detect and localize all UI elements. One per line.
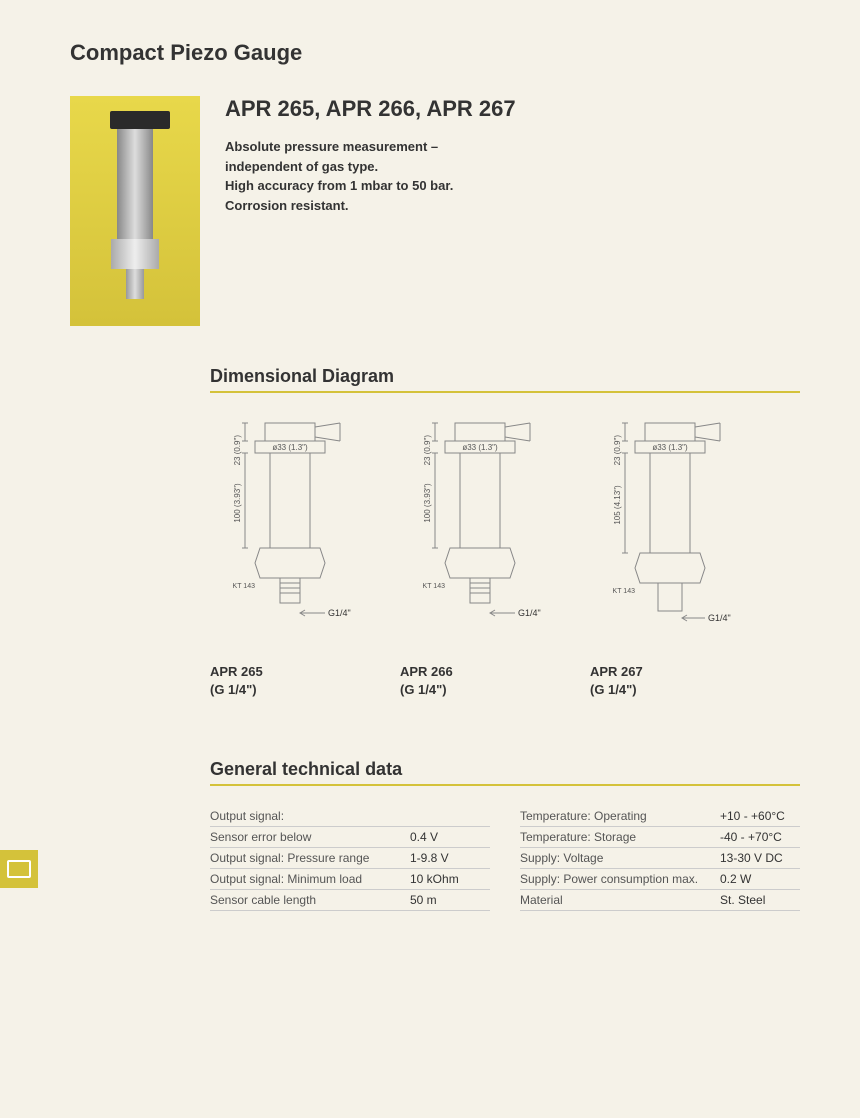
label-thread-1: (G 1/4") xyxy=(400,681,560,699)
svg-text:G1/4": G1/4" xyxy=(518,608,541,618)
product-photo xyxy=(70,96,200,326)
tech-key: Temperature: Operating xyxy=(520,809,720,823)
svg-text:105 (4.13"): 105 (4.13") xyxy=(613,485,622,525)
svg-text:23 (0.9"): 23 (0.9") xyxy=(613,435,622,466)
page-title: Compact Piezo Gauge xyxy=(70,40,800,66)
diagrams-row: ø33 (1.3") 23 (0.9") 100 (3.93") KT 143 … xyxy=(210,413,800,653)
tech-row: Output signal: xyxy=(210,806,490,827)
tech-value: -40 - +70°C xyxy=(720,830,800,844)
svg-text:100 (3.93"): 100 (3.93") xyxy=(423,483,432,523)
svg-text:100 (3.93"): 100 (3.93") xyxy=(233,483,242,523)
tech-row: Temperature: Storage-40 - +70°C xyxy=(520,827,800,848)
svg-text:ø33 (1.3"): ø33 (1.3") xyxy=(652,443,688,452)
svg-text:KT 143: KT 143 xyxy=(233,583,256,590)
diagram-label-1: APR 266 (G 1/4") xyxy=(400,663,560,699)
hero-desc-3: High accuracy from 1 mbar to 50 bar. xyxy=(225,176,516,196)
model-heading: APR 265, APR 266, APR 267 xyxy=(225,96,516,122)
tech-row: Output signal: Minimum load10 kOhm xyxy=(210,869,490,890)
hero-desc-4: Corrosion resistant. xyxy=(225,196,516,216)
hero-section: APR 265, APR 266, APR 267 Absolute press… xyxy=(70,96,800,326)
tech-key: Output signal: Minimum load xyxy=(210,872,410,886)
tech-value xyxy=(410,809,490,823)
label-model-0: APR 265 xyxy=(210,663,370,681)
tech-value: St. Steel xyxy=(720,893,800,907)
svg-text:23 (0.9"): 23 (0.9") xyxy=(423,435,432,466)
tech-value: 10 kOhm xyxy=(410,872,490,886)
tech-row: Temperature: Operating+10 - +60°C xyxy=(520,806,800,827)
tech-key: Output signal: Pressure range xyxy=(210,851,410,865)
tech-value: 1-9.8 V xyxy=(410,851,490,865)
dimensional-heading: Dimensional Diagram xyxy=(210,366,800,393)
diagram-apr266: ø33 (1.3") 23 (0.9") 100 (3.93") KT 143 … xyxy=(400,413,560,653)
svg-text:G1/4": G1/4" xyxy=(328,608,351,618)
svg-text:G1/4": G1/4" xyxy=(708,613,731,623)
svg-text:ø33 (1.3"): ø33 (1.3") xyxy=(462,443,498,452)
tech-key: Material xyxy=(520,893,720,907)
label-model-2: APR 267 xyxy=(590,663,750,681)
tech-key: Sensor error below xyxy=(210,830,410,844)
tech-section: General technical data Output signal: Sen… xyxy=(210,759,800,911)
svg-text:ø33 (1.3"): ø33 (1.3") xyxy=(272,443,308,452)
tech-heading: General technical data xyxy=(210,759,800,786)
tech-row: Supply: Power consumption max.0.2 W xyxy=(520,869,800,890)
tech-row: Supply: Voltage13-30 V DC xyxy=(520,848,800,869)
tech-key: Supply: Voltage xyxy=(520,851,720,865)
tech-row: MaterialSt. Steel xyxy=(520,890,800,911)
tech-row: Sensor error below0.4 V xyxy=(210,827,490,848)
tech-key: Output signal: xyxy=(210,809,410,823)
diagram-apr265: ø33 (1.3") 23 (0.9") 100 (3.93") KT 143 … xyxy=(210,413,370,653)
hero-text: APR 265, APR 266, APR 267 Absolute press… xyxy=(225,96,516,326)
tech-value: 50 m xyxy=(410,893,490,907)
tech-table-left: Output signal:Sensor error below0.4 VOut… xyxy=(210,806,490,911)
diagram-labels-row: APR 265 (G 1/4") APR 266 (G 1/4") APR 26… xyxy=(210,663,800,699)
diagram-apr267: ø33 (1.3") 23 (0.9") 105 (4.13") KT 143 … xyxy=(590,413,750,653)
svg-text:KT 143: KT 143 xyxy=(613,588,636,595)
svg-text:23 (0.9"): 23 (0.9") xyxy=(233,435,242,466)
tech-row: Sensor cable length50 m xyxy=(210,890,490,911)
tech-key: Supply: Power consumption max. xyxy=(520,872,720,886)
tech-table-right: Temperature: Operating+10 - +60°CTempera… xyxy=(520,806,800,911)
tech-value: 0.4 V xyxy=(410,830,490,844)
tech-value: 0.2 W xyxy=(720,872,800,886)
tech-key: Sensor cable length xyxy=(210,893,410,907)
diagram-label-2: APR 267 (G 1/4") xyxy=(590,663,750,699)
category-icon xyxy=(0,850,38,888)
label-model-1: APR 266 xyxy=(400,663,560,681)
tech-row: Output signal: Pressure range1-9.8 V xyxy=(210,848,490,869)
label-thread-2: (G 1/4") xyxy=(590,681,750,699)
svg-text:KT 143: KT 143 xyxy=(423,583,446,590)
hero-desc-2: independent of gas type. xyxy=(225,157,516,177)
tech-key: Temperature: Storage xyxy=(520,830,720,844)
label-thread-0: (G 1/4") xyxy=(210,681,370,699)
tech-value: 13-30 V DC xyxy=(720,851,800,865)
gauge-silhouette xyxy=(110,111,160,299)
diagram-label-0: APR 265 (G 1/4") xyxy=(210,663,370,699)
hero-desc-1: Absolute pressure measurement – xyxy=(225,137,516,157)
tech-value: +10 - +60°C xyxy=(720,809,800,823)
